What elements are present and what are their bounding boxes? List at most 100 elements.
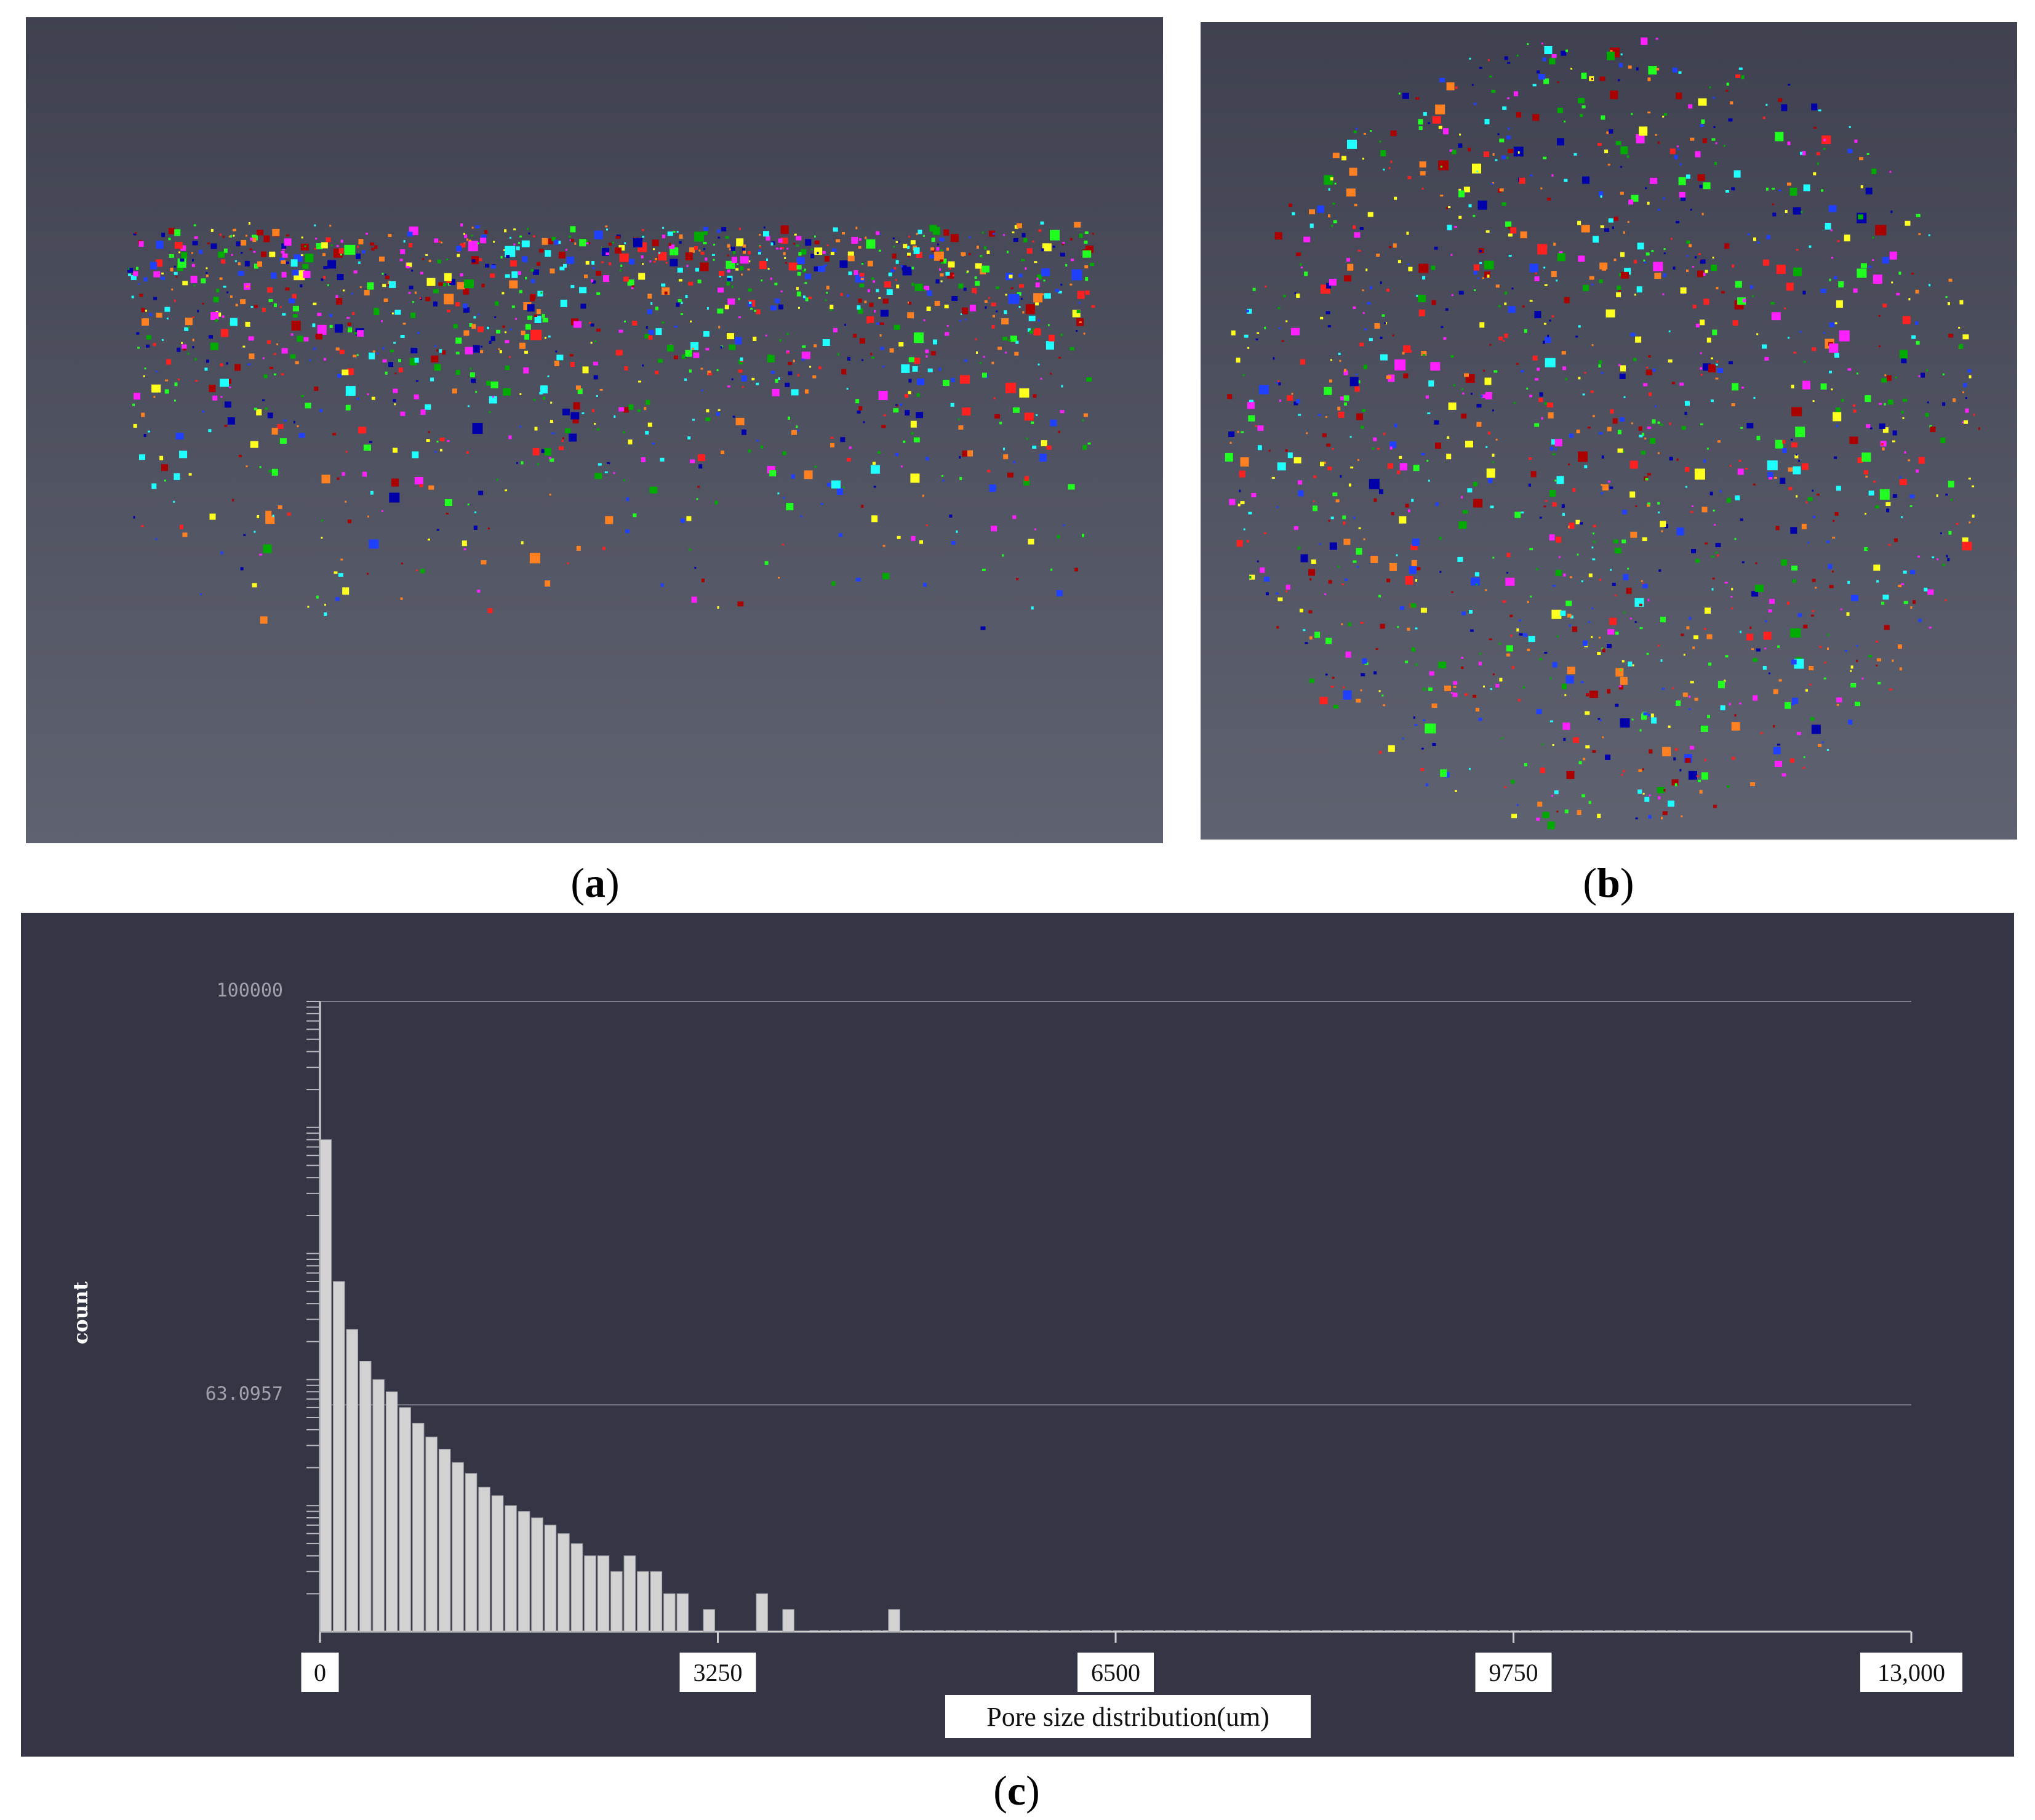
pore (1715, 543, 1721, 548)
pore (1810, 717, 1815, 721)
pore (1476, 583, 1478, 585)
pore (1888, 543, 1891, 546)
pore (1432, 116, 1441, 124)
pore (1829, 371, 1832, 374)
pore (1425, 395, 1429, 399)
pore (506, 255, 510, 258)
pore (1429, 671, 1434, 676)
pore (962, 407, 971, 416)
pore (1427, 412, 1431, 414)
pore (831, 581, 836, 586)
pore (574, 242, 577, 245)
pore (1543, 340, 1545, 344)
pore (1591, 78, 1593, 80)
pore (1903, 571, 1907, 574)
pore (1910, 569, 1916, 574)
pore (1668, 800, 1674, 807)
pore (706, 307, 709, 310)
pore (717, 308, 724, 314)
pore (742, 429, 746, 435)
bar (372, 1379, 385, 1632)
pore (1527, 43, 1529, 46)
pore (1576, 430, 1580, 433)
pore (1363, 132, 1366, 135)
pore (1534, 311, 1541, 319)
pore (1357, 249, 1361, 252)
pore (1257, 560, 1259, 563)
pore (132, 403, 135, 406)
pore (624, 320, 626, 323)
pore (1332, 492, 1338, 497)
pore (1570, 68, 1573, 70)
pore (1277, 597, 1283, 601)
pore (1572, 626, 1577, 632)
pore (772, 388, 780, 396)
pore (604, 471, 608, 473)
pore (882, 299, 889, 304)
pore (230, 235, 233, 238)
pore (894, 324, 900, 330)
pore (1353, 306, 1356, 309)
pore (1279, 327, 1281, 329)
pore (297, 335, 303, 342)
pore (358, 239, 364, 245)
pore (862, 263, 863, 265)
pore (839, 260, 848, 268)
pore (1297, 547, 1300, 550)
pore (345, 451, 348, 453)
pore (1452, 150, 1457, 154)
pore (923, 583, 927, 587)
pore (1714, 162, 1717, 166)
pore (1604, 150, 1609, 153)
pore (942, 475, 943, 477)
pore (1706, 447, 1709, 450)
pore (830, 436, 834, 439)
pore (1425, 723, 1436, 734)
pore (1495, 438, 1498, 441)
pore (907, 246, 910, 249)
pore (817, 252, 819, 255)
pore (1419, 161, 1426, 168)
pore (1619, 685, 1623, 690)
pore (1626, 587, 1632, 594)
pore (1428, 479, 1430, 482)
pore (780, 237, 788, 244)
pore (1355, 374, 1357, 375)
pore (1018, 306, 1021, 308)
pore (1849, 126, 1851, 128)
pore (697, 279, 702, 284)
pore (895, 404, 898, 406)
pore (982, 372, 987, 378)
pore (1681, 197, 1686, 201)
pore (1796, 732, 1801, 736)
pore (1729, 361, 1733, 364)
pore (1714, 363, 1718, 366)
pore (436, 441, 439, 443)
pore (946, 325, 949, 327)
pore (1940, 532, 1942, 534)
pore (893, 408, 899, 413)
pore (1847, 148, 1853, 153)
pore (179, 524, 183, 529)
pore (1243, 528, 1245, 531)
pore (908, 391, 911, 395)
pore (1039, 454, 1047, 462)
pore (1003, 454, 1009, 460)
pore (983, 356, 985, 358)
pore (1362, 312, 1365, 315)
pore (731, 285, 734, 288)
pore (820, 503, 823, 505)
pore (1035, 282, 1040, 287)
pore (519, 425, 521, 428)
pore (1428, 380, 1434, 387)
pore (1293, 526, 1298, 530)
pore (572, 418, 579, 423)
pore (184, 327, 189, 331)
pore (758, 249, 762, 252)
pore (1928, 234, 1930, 236)
pore (233, 228, 236, 231)
pore (1369, 286, 1372, 289)
pore (1296, 293, 1300, 298)
pore (1484, 260, 1494, 270)
pore (1033, 293, 1043, 303)
